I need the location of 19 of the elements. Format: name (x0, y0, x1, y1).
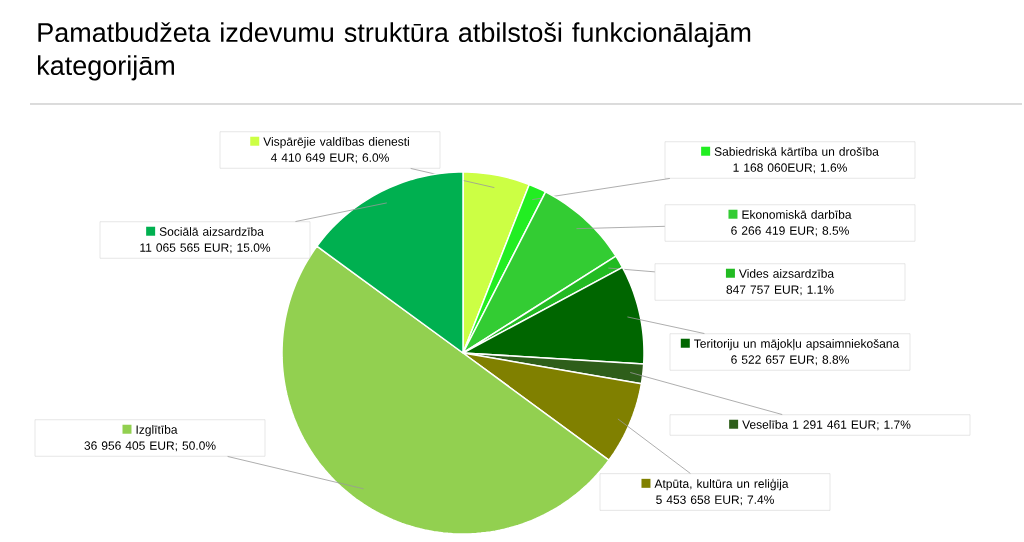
data-label: 4 410 649 EUR; 6.0% (270, 153, 389, 164)
legend-label: Atpūta, kultūra un reliģija (654, 478, 789, 491)
data-label: 847 757 EUR; 1.1% (726, 285, 834, 296)
legend-label: Veselība (742, 420, 789, 429)
legend-label: Vides aizsardzība (738, 269, 835, 278)
data-label: 6 522 657 EUR; 8.8% (731, 355, 849, 366)
chart-title: Pamatbudžeta izdevumu struktūra atbilstoši funkcionālajām kategorijām (38, 22, 751, 81)
data-label: 11 065 565 EUR; 15.0% (140, 243, 271, 254)
data-label: 36 956 405 EUR; 50.0% (84, 441, 216, 452)
legend-label: Sociālā aizsardzība (159, 227, 264, 236)
data-label: 5 453 658 EUR; 7.4% (656, 495, 774, 506)
legend-label: Ekonomiskā darbība (742, 210, 852, 219)
legend-label: Sabiedriskā kārtība un drošība (714, 147, 879, 156)
data-label: 1 291 461 EUR; 1.7% (793, 420, 911, 431)
legend-label: Izglītība (136, 425, 178, 437)
data-label: 6 266 419 EUR; 8.5% (731, 226, 849, 237)
legend-label: Vispārējie valdības dienesti (263, 137, 409, 149)
legend-label: Teritoriju un mājokļu apsaimniekošana (694, 339, 900, 351)
data-label: 1 168 060EUR; 1.6% (733, 163, 847, 174)
